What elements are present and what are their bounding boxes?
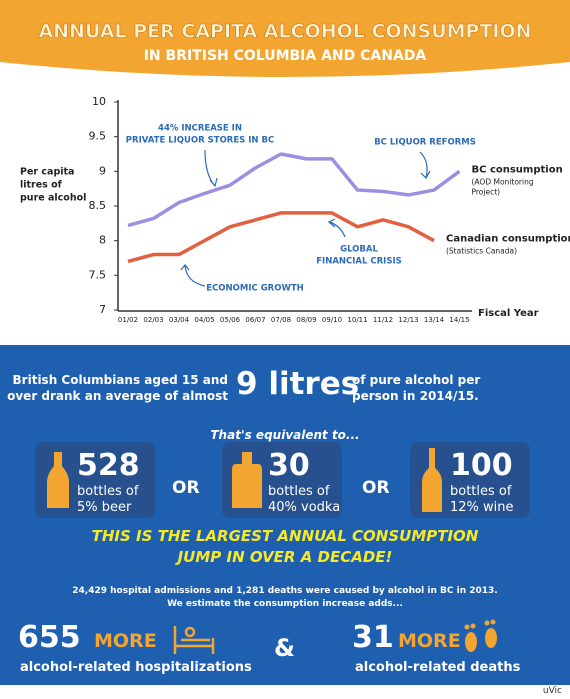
y-axis-label: Per capita [20, 167, 74, 178]
y-tick-label: 9.5 [89, 130, 107, 143]
outcome-label: alcohol-related deaths [355, 660, 521, 675]
chart: ANNUAL PER CAPITA ALCOHOL CONSUMPTION IN… [0, 0, 570, 324]
equivalent-intro: That's equivalent to... [210, 428, 360, 442]
summary-line: of pure alcohol per [352, 373, 481, 387]
feet-icon [464, 619, 497, 652]
legend-label: Canadian consumption [446, 234, 570, 245]
headline: THIS IS THE LARGEST ANNUAL CONSUMPTION J… [0, 526, 570, 568]
x-tick-label: 11/12 [373, 316, 393, 324]
equivalent-text: bottles of 5% beer [77, 484, 138, 516]
summary-line: British Columbians aged 15 and [12, 373, 228, 387]
footnote-line: We estimate the consumption increase add… [167, 599, 403, 609]
x-tick-label: 04/05 [194, 316, 214, 324]
footnote: 24,429 hospital admissions and 1,281 dea… [0, 585, 570, 611]
summary-highlight: 9 litres [236, 366, 360, 402]
equivalent-text: bottles of 12% wine [450, 484, 514, 516]
x-tick-label: 03/04 [169, 316, 190, 324]
x-tick-label: 06/07 [245, 316, 265, 324]
x-tick-label: 13/14 [424, 316, 445, 324]
annotation: PRIVATE LIQUOR STORES IN BC [126, 136, 274, 146]
equivalent-line: bottles of [450, 484, 512, 499]
annotation: FINANCIAL CRISIS [316, 257, 401, 267]
headline-line: THIS IS THE LARGEST ANNUAL CONSUMPTION [91, 527, 479, 545]
equivalent-number: 100 [450, 448, 513, 483]
equivalent-line: bottles of [77, 484, 139, 499]
joiner: & [274, 634, 295, 662]
x-tick-label: 02/03 [143, 316, 163, 324]
annotation-arrows [180, 149, 431, 287]
equivalent-box: 528 bottles of 5% beer [35, 442, 155, 518]
beer-bottle-icon [47, 452, 69, 508]
y-tick-label: 8 [99, 234, 106, 247]
headline-line: JUMP IN OVER A DECADE! [177, 548, 393, 566]
footnote-line: 24,429 hospital admissions and 1,281 dea… [72, 586, 498, 596]
legend-source: (AOD Monitoring [472, 177, 534, 186]
equivalent-line: 5% beer [77, 500, 132, 515]
x-tick-label: 12/13 [398, 316, 418, 324]
vodka-bottle-icon [232, 452, 262, 508]
separator: OR [172, 478, 200, 498]
x-tick-label: 05/06 [220, 316, 241, 324]
x-tick-label: 08/09 [296, 316, 316, 324]
equivalent-number: 528 [77, 448, 140, 483]
y-tick-label: 8.5 [89, 199, 107, 212]
y-axis-label: litres of [20, 180, 63, 191]
separator: OR [362, 478, 390, 498]
credit: uVic [542, 686, 562, 696]
legend-source: Project) [472, 187, 501, 196]
summary-line: over drank an average of almost [7, 389, 228, 403]
x-axis-label: Fiscal Year [478, 308, 539, 319]
legend-label: BC consumption [472, 164, 563, 175]
equivalent-line: bottles of [268, 484, 330, 499]
equivalent-text: bottles of 40% vodka [268, 484, 340, 516]
y-tick-label: 9 [99, 164, 106, 177]
series-line [127, 152, 461, 228]
legend-source: (Statistics Canada) [446, 247, 517, 256]
annotation: 44% INCREASE IN [158, 124, 242, 134]
equivalent-box: 30 bottles of 40% vodka [222, 442, 342, 518]
y-tick-label: 7 [99, 303, 106, 316]
annotation: BC LIQUOR REFORMS [374, 138, 476, 148]
x-tick-label: 14/15 [449, 316, 469, 324]
outcome-label: alcohol-related hospitalizations [20, 660, 252, 675]
outcome-more: MORE [398, 630, 461, 652]
outcome-more: MORE [94, 630, 157, 652]
chart-subtitle: IN BRITISH COLUMBIA AND CANADA [144, 48, 427, 64]
equivalent-box: 100 bottles of 12% wine [410, 442, 530, 518]
y-axis-label: pure alcohol [20, 193, 86, 204]
outcome-number: 31 [352, 620, 394, 655]
annotation: ECONOMIC GROWTH [206, 284, 303, 294]
y-tick-label: 10 [92, 95, 106, 108]
annotation: GLOBAL [340, 245, 378, 255]
x-tick-label: 07/08 [271, 316, 291, 324]
outcome-number: 655 [18, 620, 81, 655]
series-line [127, 211, 435, 264]
y-tick-label: 7.5 [89, 268, 107, 281]
summary-after: of pure alcohol per person in 2014/15. [352, 372, 480, 404]
equivalent-number: 30 [268, 448, 310, 483]
chart-title: ANNUAL PER CAPITA ALCOHOL CONSUMPTION [38, 21, 531, 43]
equivalent-line: 12% wine [450, 500, 514, 515]
summary-before: British Columbians aged 15 and over dran… [0, 372, 228, 404]
summary-line: person in 2014/15. [352, 389, 479, 403]
header-band [0, 0, 570, 77]
wine-bottle-icon [422, 448, 442, 512]
x-tick-label: 10/11 [347, 316, 367, 324]
x-tick-label: 09/10 [322, 316, 342, 324]
bed-icon [173, 626, 215, 654]
x-tick-label: 01/02 [118, 316, 138, 324]
equivalent-line: 40% vodka [268, 500, 341, 515]
